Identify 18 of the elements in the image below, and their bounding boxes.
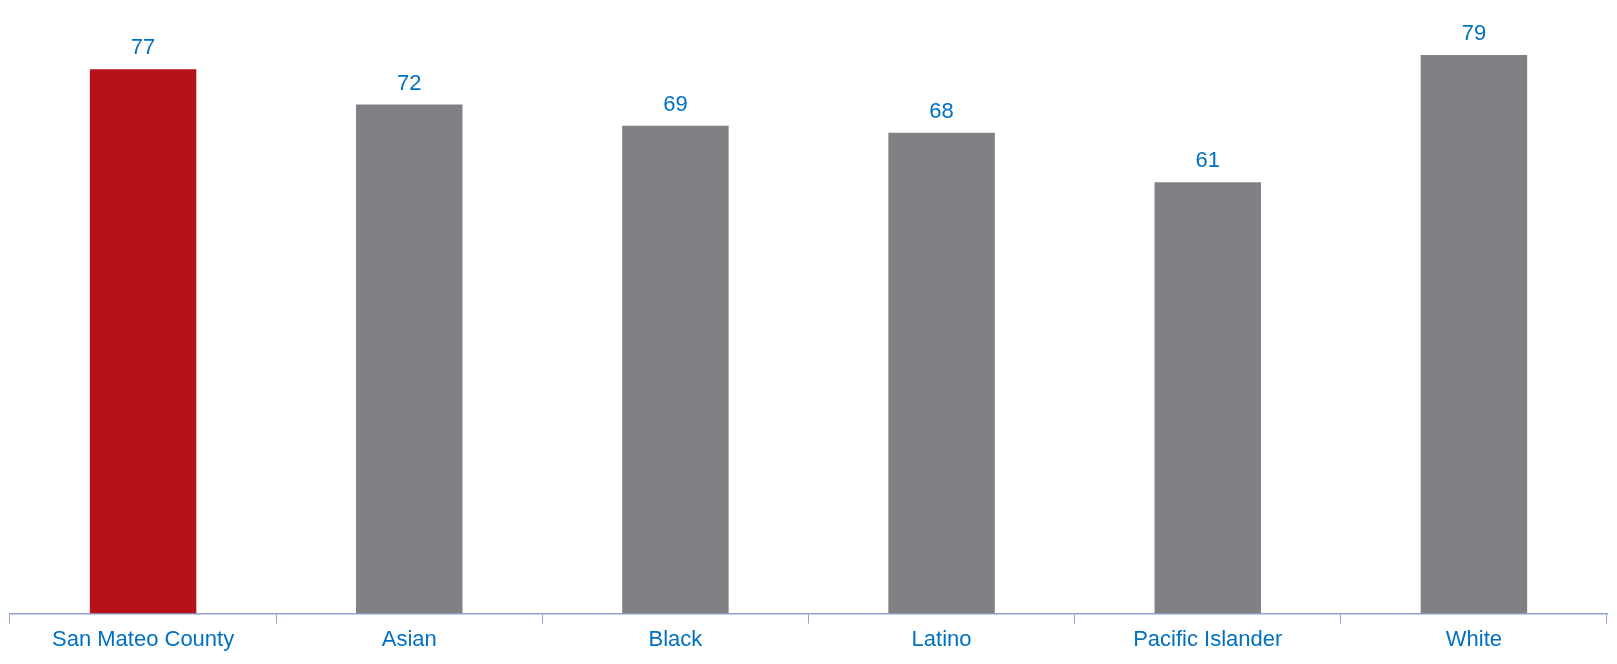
bar (89, 69, 197, 614)
data-label: 72 (397, 69, 422, 95)
bar (1420, 55, 1528, 614)
x-tick-label: White (1445, 625, 1503, 651)
x-tick-label: Pacific Islander (1133, 625, 1283, 651)
x-tick-label: Latino (911, 625, 972, 651)
data-label: 61 (1195, 147, 1220, 173)
bar (1154, 182, 1261, 614)
data-label: 77 (130, 34, 156, 60)
bar (888, 132, 995, 614)
bar (356, 104, 463, 614)
data-label: 79 (1461, 20, 1487, 46)
x-tick-label: Asian (381, 625, 437, 651)
x-tick-label: Black (648, 625, 704, 651)
x-tick-label: San Mateo County (51, 625, 235, 651)
data-label: 69 (663, 90, 688, 116)
bar (622, 125, 729, 614)
data-label: 68 (929, 97, 954, 123)
